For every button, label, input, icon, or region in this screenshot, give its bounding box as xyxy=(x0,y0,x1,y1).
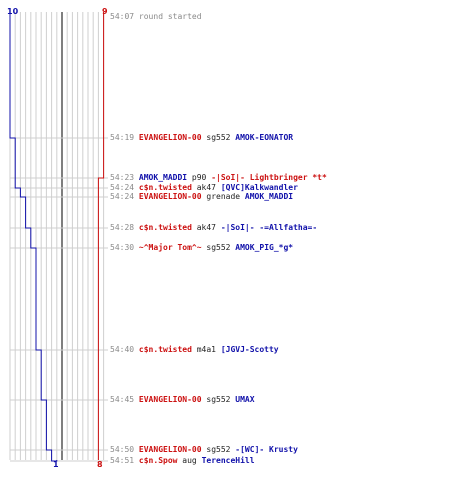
weapon-name: grenade xyxy=(206,192,241,201)
log-row: 54:45 EVANGELION-00 sg552 UMAX xyxy=(110,395,255,404)
weapon-name: ak47 xyxy=(196,183,216,192)
log-row: 54:24 c$n.twisted ak47 [QVC]Kalkwandler xyxy=(110,183,298,192)
killer-name: ~^Major Tom^~ xyxy=(138,243,202,252)
event-time: 54:19 xyxy=(110,133,135,142)
killer-name: EVANGELION-00 xyxy=(138,445,202,454)
red-top-score: 9 xyxy=(102,7,108,16)
victim-name: [QVC]Kalkwandler xyxy=(220,183,298,192)
log-row: 54:07 round started xyxy=(110,12,202,21)
weapon-name: p90 xyxy=(191,173,207,182)
weapon-name: sg552 xyxy=(206,395,231,404)
blue-top-score: 10 xyxy=(7,7,19,16)
red-bottom-score: 8 xyxy=(97,460,103,469)
event-note: round started xyxy=(138,12,202,21)
weapon-name: sg552 xyxy=(206,445,231,454)
event-time: 54:50 xyxy=(110,445,135,454)
killer-name: c$n.twisted xyxy=(138,345,192,354)
victim-name: -|SoI|- -=Allfatha=- xyxy=(220,223,318,232)
event-time: 54:23 xyxy=(110,173,135,182)
victim-name: AMOK_PIG_*g* xyxy=(235,243,294,252)
event-time: 54:07 xyxy=(110,12,135,21)
weapon-name: m4a1 xyxy=(196,345,216,354)
log-row: 54:30 ~^Major Tom^~ sg552 AMOK_PIG_*g* xyxy=(110,243,293,252)
log-row: 54:40 c$n.twisted m4a1 [JGVJ-Scotty xyxy=(110,345,279,354)
victim-name: UMAX xyxy=(235,395,255,404)
victim-name: AMOK-EONATOR xyxy=(235,133,294,142)
blue-team-alive-line xyxy=(9,12,58,462)
victim-name: -[WC]- Krusty xyxy=(235,445,298,454)
victim-name: [JGVJ-Scotty xyxy=(220,345,279,354)
killer-name: c$n.twisted xyxy=(138,183,192,192)
event-time: 54:28 xyxy=(110,223,135,232)
event-time: 54:40 xyxy=(110,345,135,354)
event-time: 54:30 xyxy=(110,243,135,252)
killer-name: EVANGELION-00 xyxy=(138,192,202,201)
alive-count-graph xyxy=(9,12,108,462)
event-time: 54:24 xyxy=(110,183,135,192)
weapon-name: sg552 xyxy=(206,243,231,252)
red-team-alive-line xyxy=(97,12,105,460)
log-row: 54:24 EVANGELION-00 grenade AMOK_MADDI xyxy=(110,192,293,201)
log-row: 54:19 EVANGELION-00 sg552 AMOK-EONATOR xyxy=(110,133,293,142)
event-time: 54:24 xyxy=(110,192,135,201)
log-row: 54:50 EVANGELION-00 sg552 -[WC]- Krusty xyxy=(110,445,298,454)
event-time: 54:51 xyxy=(110,456,135,465)
weapon-name: ak47 xyxy=(196,223,216,232)
killer-name: EVANGELION-00 xyxy=(138,395,202,404)
weapon-name: sg552 xyxy=(206,133,231,142)
killer-name: AMOK_MADDI xyxy=(138,173,188,182)
kill-log: 54:07 round started 54:19 EVANGELION-00 s… xyxy=(110,0,450,500)
weapon-name: aug xyxy=(182,456,197,465)
killer-name: EVANGELION-00 xyxy=(138,133,202,142)
log-row: 54:28 c$n.twisted ak47 -|SoI|- -=Allfath… xyxy=(110,223,317,232)
log-row: 54:23 AMOK_MADDI p90 -|SoI|- Lightbringe… xyxy=(110,173,327,182)
log-row: 54:51 c$n.Spow aug TerenceHill xyxy=(110,456,255,465)
victim-name: AMOK_MADDI xyxy=(244,192,294,201)
event-time: 54:45 xyxy=(110,395,135,404)
killer-name: c$n.twisted xyxy=(138,223,192,232)
blue-bottom-score: 1 xyxy=(53,460,59,469)
victim-name: TerenceHill xyxy=(201,456,255,465)
victim-name: -|SoI|- Lightbringer *t* xyxy=(211,173,327,182)
killer-name: c$n.Spow xyxy=(138,456,178,465)
